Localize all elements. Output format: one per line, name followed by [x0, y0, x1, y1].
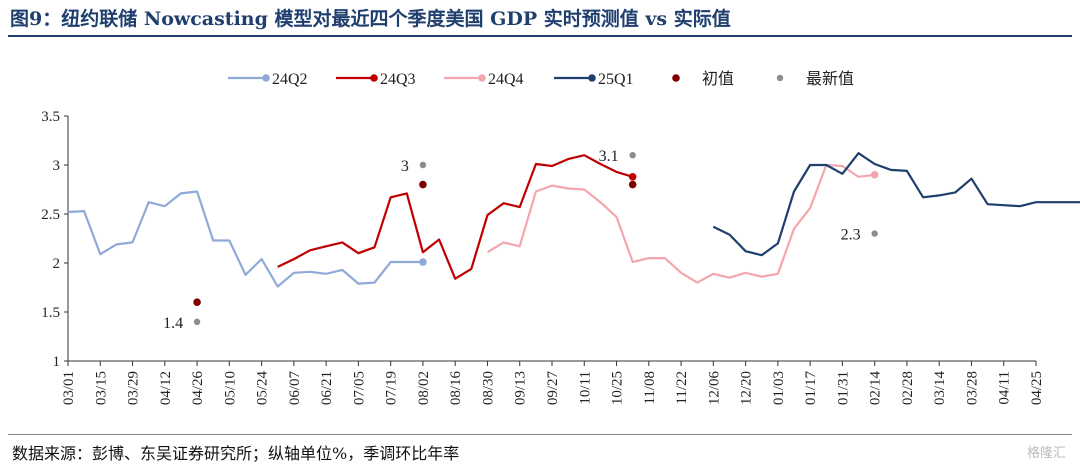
legend-marker-24q3: [370, 74, 378, 82]
series-line-25q1: [712, 152, 1080, 257]
legend-marker-initial: [672, 74, 680, 82]
x-tick-label: 07/05: [351, 371, 367, 405]
x-tick-label: 09/27: [545, 371, 561, 406]
x-tick-label: 06/21: [319, 371, 335, 405]
x-tick-label: 03/14: [932, 371, 948, 406]
x-tick-label: 01/03: [771, 371, 787, 405]
series-layer: [67, 152, 1080, 288]
chart-axes: 1 1.5 2 2.5 3 3.5 03/01 03/15 03/29 04/12 04/26 05/…: [41, 109, 1045, 405]
x-tick-label: 06/07: [287, 371, 303, 406]
source-note: 数据来源：彭博、东吴证券研究所；纵轴单位%，季调环比年率: [12, 444, 460, 463]
series-line-24q4: [486, 163, 875, 284]
x-tick-label: 05/24: [255, 371, 271, 406]
watermark: 格隆汇: [1026, 446, 1066, 461]
legend-label-initial: 初值: [702, 70, 734, 88]
x-tick-label: 03/28: [964, 371, 980, 405]
legend-marker-24q4: [478, 74, 486, 82]
legend-label-latest: 最新值: [806, 70, 854, 88]
y-tick-label: 1.5: [41, 305, 60, 321]
legend-marker-24q2: [262, 74, 270, 82]
latest-value-point: [629, 152, 636, 159]
series-end-point: [419, 258, 427, 266]
series-line-24q2: [67, 190, 423, 288]
y-tick-label: 1: [53, 354, 61, 370]
x-tick-label: 02/14: [868, 371, 884, 406]
legend-marker-25q1: [588, 74, 596, 82]
legend-label-24q4: 24Q4: [488, 71, 524, 88]
y-tick-label: 3.5: [41, 109, 60, 125]
x-tick-label: 11/08: [642, 371, 658, 405]
latest-value-label: 3.1: [599, 148, 619, 165]
initial-value-point: [193, 298, 201, 307]
x-tick-label: 07/19: [384, 371, 400, 405]
title-rule: [8, 35, 1072, 37]
latest-value-point: [419, 161, 427, 169]
y-tick-label: 3: [53, 158, 61, 174]
x-tick-label: 03/01: [61, 371, 77, 405]
points-layer: 1.4 3 3.1 2.3: [163, 148, 879, 332]
x-tick-label: 10/25: [610, 371, 626, 405]
chart-title: 图9：纽约联储 Nowcasting 模型对最近四个季度美国 GDP 实时预测值…: [10, 8, 731, 30]
x-tick-label: 03/29: [126, 371, 142, 405]
x-tick-label: 08/30: [480, 371, 496, 405]
x-tick-label: 08/16: [448, 371, 464, 406]
y-tick-label: 2.5: [41, 207, 60, 223]
series-end-point: [870, 171, 879, 179]
legend-label-24q3: 24Q3: [380, 71, 416, 88]
initial-value-point: [628, 180, 637, 189]
x-tick-label: 01/31: [835, 371, 851, 405]
x-tick-label: 12/06: [706, 371, 722, 406]
latest-value-label: 1.4: [163, 315, 183, 332]
latest-value-point: [871, 230, 878, 237]
x-tick-label: 03/15: [93, 371, 109, 405]
source-rule: [8, 434, 1072, 435]
x-tick-label: 04/11: [997, 371, 1013, 405]
latest-value-label: 2.3: [841, 227, 861, 244]
x-tick-label: 04/12: [158, 371, 174, 405]
y-tick-label: 2: [53, 256, 61, 272]
legend-label-25q1: 25Q1: [598, 71, 634, 88]
x-tick-label: 11/22: [674, 371, 690, 405]
nowcast-chart: 24Q2 24Q3 24Q4 25Q1 初值 最新值 1 1.5 2 2.5 3 3.5 03/01 0…: [41, 70, 1080, 405]
x-tick-label: 12/20: [739, 371, 755, 405]
legend-marker-latest: [776, 74, 784, 82]
chart-legend: 24Q2 24Q3 24Q4 25Q1 初值 最新值: [228, 70, 854, 88]
legend-label-24q2: 24Q2: [272, 71, 308, 88]
x-tick-label: 09/13: [513, 371, 529, 405]
x-tick-label: 02/28: [900, 371, 916, 405]
x-tick-label: 04/25: [1029, 371, 1045, 405]
initial-value-point: [419, 180, 427, 189]
latest-value-point: [193, 318, 201, 325]
x-tick-label: 08/02: [416, 371, 432, 405]
series-end-point: [628, 172, 637, 181]
x-tick-label: 05/10: [222, 371, 238, 405]
x-tick-label: 10/11: [577, 371, 593, 405]
x-tick-label: 04/26: [190, 371, 206, 406]
series-line-24q3: [277, 154, 634, 280]
x-tick-label: 01/17: [803, 371, 819, 406]
latest-value-label: 3: [401, 158, 409, 175]
